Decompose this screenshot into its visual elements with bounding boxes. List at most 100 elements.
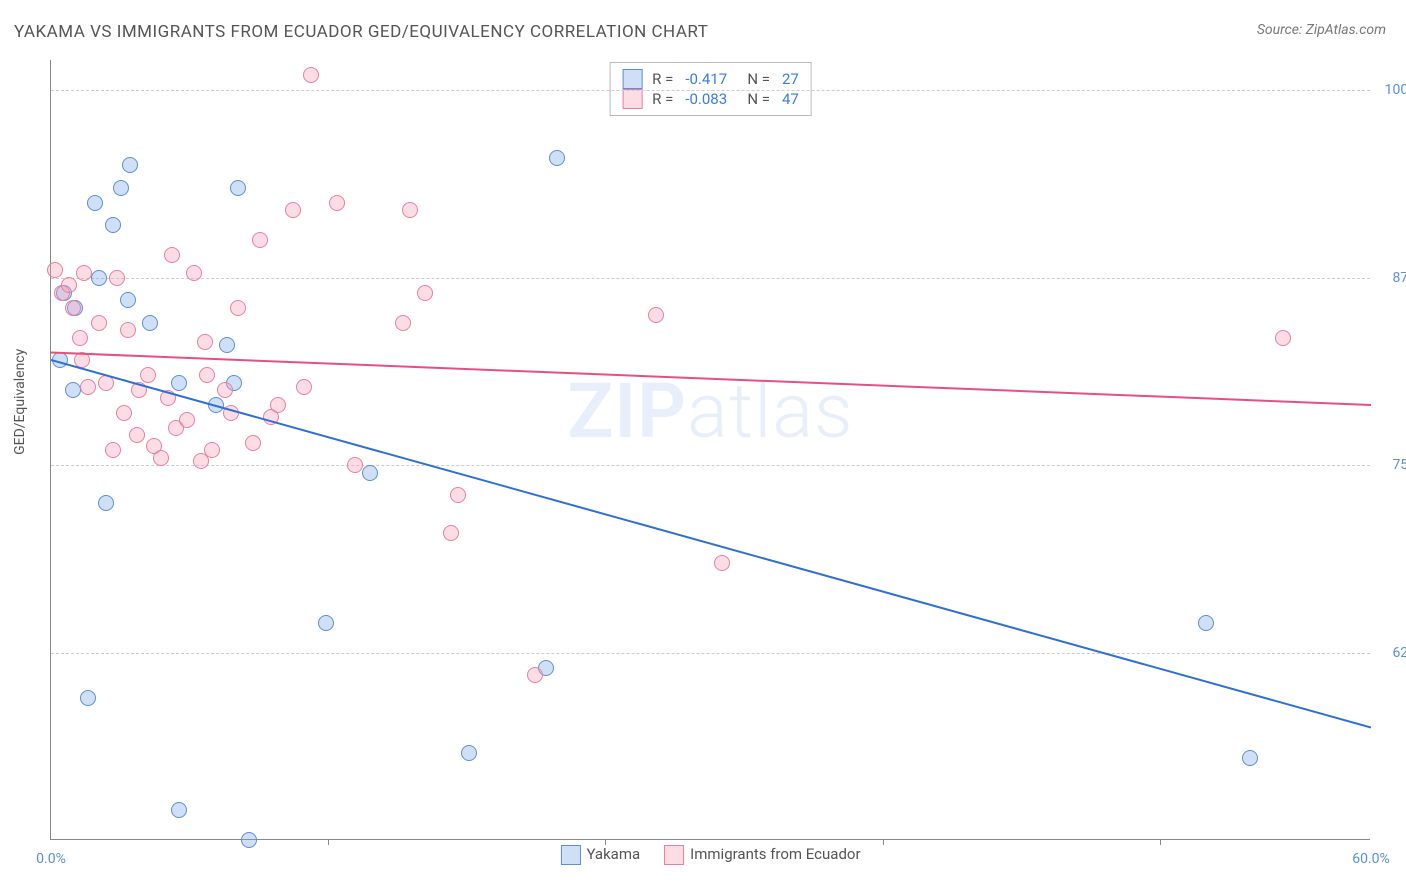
- scatter-point: [164, 247, 180, 263]
- scatter-point: [105, 217, 121, 233]
- y-axis-title: GED/Equivalency: [12, 348, 28, 454]
- scatter-point: [171, 802, 187, 818]
- scatter-point: [1242, 750, 1258, 766]
- legend-label: Yakama: [586, 845, 640, 863]
- scatter-point: [296, 379, 312, 395]
- series-legend: Yakama Immigrants from Ecuador: [560, 845, 860, 865]
- scatter-point: [153, 450, 169, 466]
- trend-lines-svg: [51, 60, 1371, 840]
- scatter-point: [199, 367, 215, 383]
- scatter-point: [87, 195, 103, 211]
- scatter-point: [1198, 615, 1214, 631]
- scatter-point: [116, 405, 132, 421]
- r-value: -0.083: [685, 90, 737, 108]
- scatter-point: [65, 382, 81, 398]
- scatter-point: [65, 300, 81, 316]
- legend-correlation-row: R =-0.417N =27: [622, 69, 799, 89]
- legend-swatch: [622, 89, 642, 109]
- source-label: Source: ZipAtlas.com: [1257, 22, 1386, 38]
- chart-plot-area: ZIPatlas R =-0.417N =27R =-0.083N =47 Ya…: [50, 60, 1370, 840]
- scatter-point: [120, 322, 136, 338]
- scatter-point: [395, 315, 411, 331]
- x-tick-mark: [328, 839, 329, 845]
- scatter-point: [303, 67, 319, 83]
- scatter-point: [1275, 330, 1291, 346]
- gridline-horizontal: [51, 465, 1370, 466]
- scatter-point: [61, 277, 77, 293]
- r-label: R =: [652, 70, 673, 88]
- y-tick-label: 100.0%: [1385, 82, 1406, 98]
- gridline-horizontal: [51, 90, 1370, 91]
- scatter-point: [72, 330, 88, 346]
- scatter-point: [122, 157, 138, 173]
- gridline-horizontal: [51, 278, 1370, 279]
- n-value: 47: [782, 90, 799, 108]
- scatter-point: [527, 667, 543, 683]
- scatter-point: [91, 315, 107, 331]
- scatter-point: [80, 379, 96, 395]
- scatter-point: [131, 382, 147, 398]
- scatter-point: [140, 367, 156, 383]
- scatter-point: [402, 202, 418, 218]
- scatter-point: [160, 390, 176, 406]
- scatter-point: [252, 232, 268, 248]
- legend-swatch: [560, 845, 580, 865]
- scatter-point: [80, 690, 96, 706]
- scatter-point: [318, 615, 334, 631]
- chart-title: YAKAMA VS IMMIGRANTS FROM ECUADOR GED/EQ…: [14, 22, 708, 42]
- legend-swatch: [622, 69, 642, 89]
- r-label: R =: [652, 90, 673, 108]
- legend-item: Yakama: [560, 845, 640, 865]
- scatter-point: [230, 300, 246, 316]
- legend-swatch: [664, 845, 684, 865]
- y-tick-label: 75.0%: [1392, 457, 1406, 473]
- scatter-point: [76, 265, 92, 281]
- watermark: ZIPatlas: [567, 366, 853, 456]
- x-tick-mark: [1160, 839, 1161, 845]
- y-tick-label: 62.5%: [1392, 645, 1406, 661]
- scatter-point: [417, 285, 433, 301]
- scatter-point: [98, 495, 114, 511]
- scatter-point: [245, 435, 261, 451]
- r-value: -0.417: [685, 70, 737, 88]
- scatter-point: [105, 442, 121, 458]
- scatter-point: [171, 375, 187, 391]
- scatter-point: [52, 352, 68, 368]
- legend-correlation-row: R = -0.083 N = 47: [622, 89, 799, 109]
- scatter-point: [714, 555, 730, 571]
- n-value: 27: [782, 70, 799, 88]
- x-tick-label: 0.0%: [36, 851, 66, 867]
- legend-label: Immigrants from Ecuador: [690, 845, 860, 863]
- scatter-point: [450, 487, 466, 503]
- scatter-point: [179, 412, 195, 428]
- scatter-point: [549, 150, 565, 166]
- n-label: N =: [747, 90, 770, 108]
- trendline: [51, 360, 1371, 728]
- scatter-point: [208, 397, 224, 413]
- scatter-point: [362, 465, 378, 481]
- scatter-point: [204, 442, 220, 458]
- scatter-point: [47, 262, 63, 278]
- y-tick-label: 87.5%: [1392, 270, 1406, 286]
- x-tick-mark: [605, 839, 606, 845]
- scatter-point: [223, 405, 239, 421]
- x-tick-label: 60.0%: [1352, 851, 1390, 867]
- x-tick-mark: [883, 839, 884, 845]
- trendline: [51, 353, 1371, 406]
- scatter-point: [285, 202, 301, 218]
- scatter-point: [186, 265, 202, 281]
- scatter-point: [270, 397, 286, 413]
- scatter-point: [142, 315, 158, 331]
- scatter-point: [113, 180, 129, 196]
- scatter-point: [347, 457, 363, 473]
- scatter-point: [443, 525, 459, 541]
- scatter-point: [329, 195, 345, 211]
- scatter-point: [648, 307, 664, 323]
- scatter-point: [109, 270, 125, 286]
- legend-item: Immigrants from Ecuador: [664, 845, 860, 865]
- scatter-point: [241, 832, 257, 848]
- scatter-point: [98, 375, 114, 391]
- scatter-point: [217, 382, 233, 398]
- scatter-point: [120, 292, 136, 308]
- correlation-legend: R = -0.417 N = 27R = -0.083 N = 47: [609, 62, 812, 116]
